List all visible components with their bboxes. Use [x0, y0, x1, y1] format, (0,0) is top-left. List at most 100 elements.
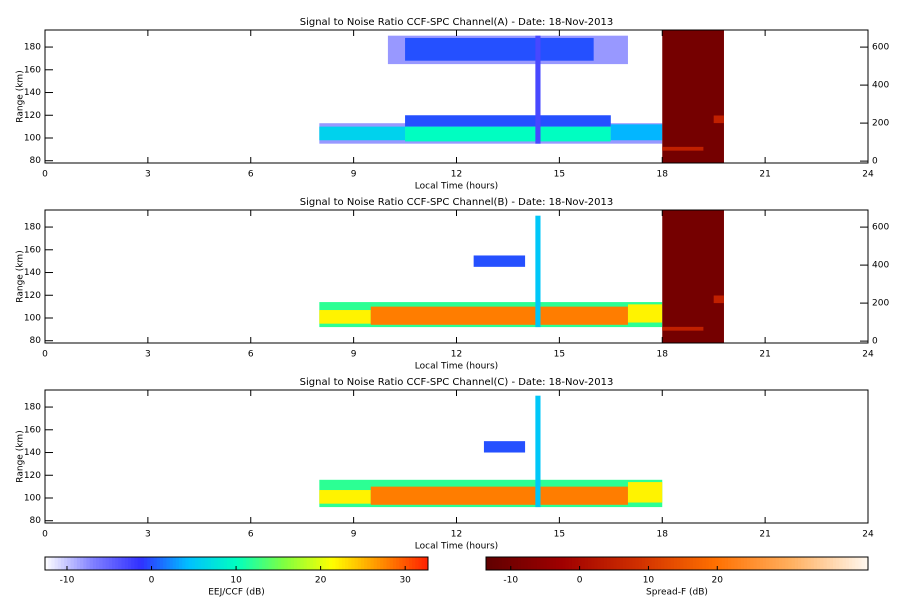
colorbar-swatch — [163, 557, 167, 570]
colorbar-swatch — [731, 557, 735, 570]
chart-title: Signal to Noise Ratio CCF-SPC Channel(B)… — [300, 197, 614, 208]
x-tick-label: 21 — [759, 170, 770, 180]
colorbar-swatch — [794, 557, 799, 570]
colorbar-swatch — [86, 557, 91, 570]
colorbar-swatch — [753, 557, 758, 570]
y-axis-label: Range (km) — [16, 70, 26, 122]
colorbar-swatch — [185, 557, 190, 570]
colorbar-label: Spread-F (dB) — [646, 588, 708, 598]
colorbar-swatch — [657, 557, 662, 570]
colorbar-swatch — [743, 557, 748, 570]
colorbar-swatch — [677, 557, 681, 570]
y-axis-label: Range (km) — [16, 430, 26, 482]
colorbar-swatch — [45, 557, 49, 570]
colorbar-swatch — [804, 557, 809, 570]
colorbar-swatch — [556, 557, 560, 570]
y-axis-label: Range (km) — [16, 250, 26, 302]
x-axis-label: Local Time (hours) — [415, 542, 498, 552]
y-tick-label: 100 — [24, 313, 41, 323]
colorbar-label: EEJ/CCF (dB) — [208, 588, 265, 598]
colorbar-swatch — [319, 557, 324, 570]
colorbar-swatch — [300, 557, 305, 570]
heat-cell — [662, 30, 724, 163]
colorbar-swatch — [619, 557, 624, 570]
colorbar-swatch — [839, 557, 844, 570]
colorbar-tick-label: -10 — [503, 576, 518, 586]
x-tick-label: 0 — [42, 530, 48, 540]
x-tick-label: 6 — [248, 350, 254, 360]
colorbar-swatch — [571, 557, 576, 570]
colorbar-swatch — [543, 557, 547, 570]
colorbar-frame — [485, 556, 869, 571]
colorbar-swatch — [341, 557, 346, 570]
colorbar-swatch — [632, 557, 637, 570]
colorbar-swatch — [239, 557, 244, 570]
colorbar-swatch — [820, 557, 824, 570]
colorbar-swatch — [92, 557, 97, 570]
colorbar-swatch — [836, 557, 840, 570]
x-tick-label: 21 — [759, 530, 770, 540]
colorbar-swatch — [214, 557, 218, 570]
colorbar-swatch — [338, 557, 343, 570]
colorbar-swatch — [268, 557, 273, 570]
colorbar-swatch — [195, 557, 199, 570]
colorbar-swatch — [591, 557, 595, 570]
colorbar-swatch — [284, 557, 289, 570]
colorbar-swatch — [813, 557, 818, 570]
colorbar-swatch — [345, 557, 349, 570]
colorbar-swatch — [223, 557, 228, 570]
colorbar-swatch — [51, 557, 56, 570]
colorbar-swatch — [287, 557, 292, 570]
x-tick-label: 15 — [554, 530, 565, 540]
colorbar-swatch — [99, 557, 103, 570]
colorbar-swatch — [530, 557, 535, 570]
heat-cell — [319, 310, 371, 324]
colorbar-swatch — [399, 557, 403, 570]
colorbar-swatch — [373, 557, 378, 570]
x-tick-label: 15 — [554, 350, 565, 360]
y-tick-label: 180 — [24, 223, 41, 233]
x-tick-label: 15 — [554, 170, 565, 180]
colorbar-tick-label: 20 — [712, 576, 724, 586]
colorbar-swatch — [367, 557, 372, 570]
colorbar-swatch — [322, 557, 327, 570]
x-tick-label: 9 — [351, 530, 357, 540]
x-tick-label: 12 — [451, 350, 462, 360]
colorbar-swatch — [575, 557, 579, 570]
colorbar-swatch — [759, 557, 764, 570]
heat-cell — [370, 486, 628, 505]
colorbar-swatch — [360, 557, 365, 570]
colorbar-swatch — [775, 557, 780, 570]
colorbar-swatch — [705, 557, 710, 570]
colorbar-swatch — [622, 557, 627, 570]
colorbar-swatch — [204, 557, 209, 570]
colorbar-swatch — [408, 557, 413, 570]
colorbar-swatch — [486, 557, 490, 570]
colorbar-swatch — [498, 557, 503, 570]
y-tick-label: 160 — [24, 65, 41, 75]
colorbar-swatch — [501, 557, 506, 570]
colorbar-swatch — [105, 557, 110, 570]
colorbar-swatch — [785, 557, 789, 570]
colorbar-tick-label: 10 — [643, 576, 655, 586]
colorbar-swatch — [182, 557, 186, 570]
colorbar-swatch — [370, 557, 375, 570]
x-axis-label: Local Time (hours) — [415, 362, 498, 372]
colorbar-swatch — [791, 557, 796, 570]
x-tick-label: 21 — [759, 350, 770, 360]
x-tick-label: 12 — [451, 530, 462, 540]
colorbar-swatch — [594, 557, 598, 570]
colorbar-swatch — [597, 557, 602, 570]
x-tick-label: 24 — [862, 530, 874, 540]
colorbar-swatch — [265, 557, 269, 570]
colorbar-swatch — [810, 557, 815, 570]
x-tick-label: 18 — [657, 350, 669, 360]
colorbar-swatch — [587, 557, 592, 570]
colorbar-swatch — [210, 557, 215, 570]
colorbar-swatch — [230, 557, 234, 570]
colorbar-swatch — [48, 557, 52, 570]
colorbar-swatch — [606, 557, 611, 570]
colorbar-swatch — [188, 557, 193, 570]
y-tick-label: 180 — [24, 403, 41, 413]
colorbar-swatch — [143, 557, 148, 570]
